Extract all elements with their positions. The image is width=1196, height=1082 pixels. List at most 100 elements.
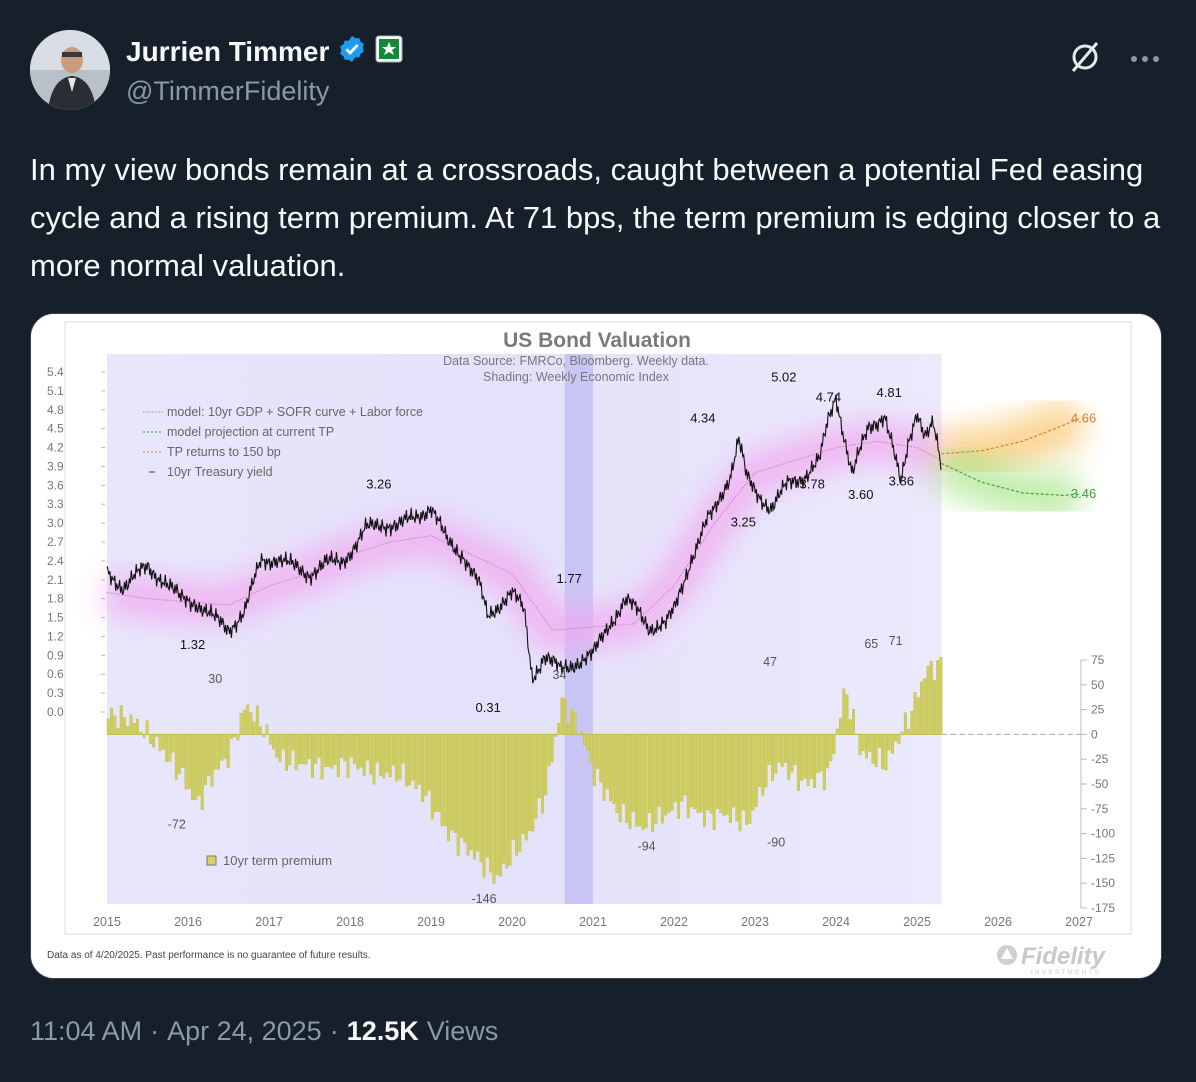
term-premium-bar (894, 734, 898, 742)
right-axis-label: -125 (1091, 851, 1115, 865)
term-premium-bar (738, 734, 742, 832)
term-premium-bar (152, 734, 156, 748)
term-premium-bar (758, 734, 761, 788)
term-premium-bar (443, 734, 447, 826)
term-premium-bar (265, 724, 269, 735)
left-axis-label: 3.6 (47, 478, 64, 492)
term-premium-bar (288, 734, 292, 766)
term-premium-bar (171, 734, 175, 753)
term-premium-bar (382, 734, 386, 779)
term-premium-bar (106, 718, 110, 735)
term-premium-bar (553, 734, 557, 737)
term-premium-bar (566, 723, 570, 735)
term-premium-bar (699, 734, 703, 813)
term-premium-bar (314, 734, 318, 764)
term-premium-bar (158, 734, 162, 752)
term-premium-bar (242, 709, 246, 735)
term-premium-bar (262, 734, 266, 737)
x-axis-label: 2019 (417, 915, 445, 929)
term-premium-bar (200, 734, 204, 810)
fidelity-affiliate-icon[interactable] (375, 35, 403, 68)
verified-badge-icon (337, 34, 367, 69)
term-premium-bar (161, 734, 165, 750)
term-premium-bar (586, 734, 590, 751)
views-count[interactable]: 12.5K (346, 1016, 419, 1046)
chart-title: US Bond Valuation (503, 329, 691, 352)
chart-image[interactable]: 3.26 1.32 0.31 1.77 4.34 3.25 5.02 4.74 3.78 4.81… (30, 313, 1162, 979)
left-axis-label: 1.2 (47, 629, 64, 643)
term-premium-bar (301, 734, 305, 765)
ann-tp-65: 65 (864, 637, 878, 651)
term-premium-bar (304, 734, 308, 765)
term-premium-bar (388, 734, 392, 777)
more-options-icon[interactable] (1130, 51, 1160, 69)
right-axis-label: 25 (1091, 703, 1105, 717)
x-axis-label: 2024 (822, 915, 850, 929)
term-premium-bar (184, 734, 188, 790)
ann-1.77: 1.77 (557, 571, 582, 586)
term-premium-bar (281, 734, 285, 750)
term-premium-bar (343, 734, 347, 762)
chart-subtitle-2: Shading: Weekly Economic Index (483, 370, 670, 384)
term-premium-bar (842, 688, 846, 735)
ann-0.31: 0.31 (476, 700, 501, 715)
tweet-time[interactable]: 11:04 AM (30, 1016, 143, 1046)
term-premium-bar (728, 734, 732, 823)
avatar[interactable] (30, 30, 110, 110)
term-premium-bar (327, 734, 331, 767)
term-premium-bar (401, 734, 405, 764)
term-premium-bar (612, 734, 616, 804)
term-premium-bar (317, 734, 321, 758)
term-premium-bar (187, 734, 191, 789)
display-name[interactable]: Jurrien Timmer (126, 35, 330, 67)
x-axis-label: 2022 (660, 915, 688, 929)
term-premium-bar (502, 734, 506, 864)
views-label: Views (426, 1016, 499, 1046)
term-premium-bar (660, 734, 664, 824)
term-premium-bar (531, 734, 535, 832)
term-premium-bar (686, 734, 690, 819)
term-premium-bar (463, 734, 467, 843)
ann-4.66: 4.66 (1071, 410, 1096, 425)
bond-valuation-chart: 3.261.320.311.774.343.255.024.743.784.81… (31, 314, 1161, 978)
term-premium-bar (307, 734, 311, 759)
term-premium-bar (910, 711, 914, 735)
legend-term-premium: 10yr term premium (223, 853, 332, 868)
term-premium-bar (939, 657, 943, 735)
term-premium-bar (233, 734, 237, 738)
term-premium-bar (654, 734, 658, 824)
x-axis-label: 2021 (579, 915, 607, 929)
right-axis-label: 0 (1091, 727, 1098, 741)
user-handle[interactable]: @TimmerFidelity (126, 76, 330, 106)
term-premium-bar (174, 734, 178, 780)
term-premium-bar (323, 734, 327, 767)
term-premium-bar (690, 734, 693, 807)
left-axis-label: 3.0 (47, 516, 64, 530)
legend-treasury: 10yr Treasury yield (167, 465, 273, 479)
term-premium-bar (651, 734, 655, 833)
term-premium-bar (563, 698, 567, 735)
term-premium-bar (398, 734, 402, 780)
x-axis-label: 2017 (255, 915, 283, 929)
term-premium-bar (929, 661, 933, 735)
grok-icon[interactable] (1068, 40, 1102, 79)
term-premium-bar (693, 734, 697, 809)
term-premium-bar (874, 734, 878, 767)
term-premium-bar (278, 734, 282, 762)
term-premium-bar (557, 723, 561, 735)
term-premium-bar (168, 734, 172, 762)
left-axis-label: 0.3 (47, 686, 64, 700)
term-premium-bar (178, 734, 182, 774)
term-premium-bar (602, 734, 606, 801)
tweet-date[interactable]: Apr 24, 2025 (167, 1016, 322, 1046)
term-premium-bar (774, 734, 778, 774)
term-premium-bar (498, 734, 502, 877)
term-premium-bar (424, 734, 428, 796)
term-premium-bar (790, 734, 794, 773)
chart-subtitle-1: Data Source: FMRCo, Bloomberg. Weekly da… (443, 354, 709, 368)
term-premium-bar (223, 734, 227, 759)
term-premium-bar (816, 734, 820, 773)
term-premium-bar (703, 734, 706, 828)
term-premium-bar (129, 714, 133, 735)
right-axis-label: -75 (1091, 802, 1109, 816)
